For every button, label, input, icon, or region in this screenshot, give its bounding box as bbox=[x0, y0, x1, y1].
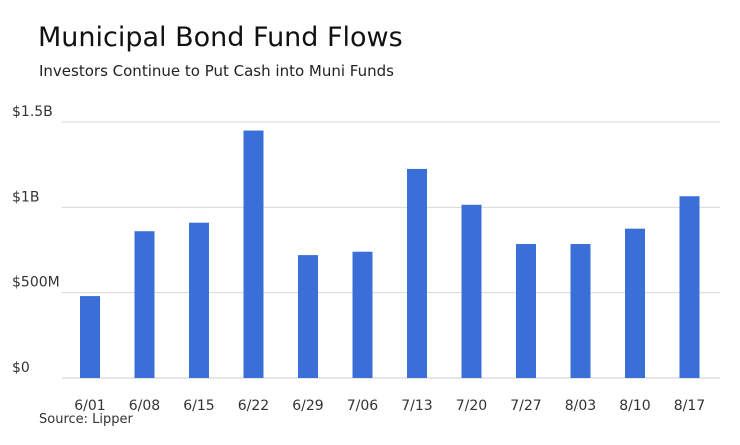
bar bbox=[134, 231, 155, 378]
chart-title: Municipal Bond Fund Flows bbox=[38, 22, 403, 53]
x-tick-label: 7/20 bbox=[456, 398, 487, 414]
bar bbox=[407, 168, 427, 378]
y-axis-ticks: $0 $500M $1B $1.5B bbox=[12, 104, 60, 376]
x-tick-label: 7/13 bbox=[401, 398, 432, 414]
bars bbox=[80, 130, 700, 378]
chart-subtitle: Investors Continue to Put Cash into Muni… bbox=[39, 62, 394, 80]
bar bbox=[352, 251, 373, 378]
bar bbox=[516, 244, 536, 378]
x-tick-label: 6/08 bbox=[129, 398, 160, 414]
gridlines bbox=[62, 121, 720, 379]
bar bbox=[80, 296, 100, 378]
x-tick-label: 6/22 bbox=[238, 398, 269, 414]
y-tick-label: $0 bbox=[12, 360, 30, 376]
y-tick-label: $500M bbox=[12, 275, 60, 291]
x-tick-label: 6/01 bbox=[74, 398, 105, 414]
x-axis-ticks: 6/01 6/08 6/15 6/22 6/29 7/06 7/13 7/20 7/27 8/03… bbox=[74, 398, 705, 414]
y-tick-label: $1.5B bbox=[12, 104, 53, 120]
x-tick-label: 8/03 bbox=[565, 398, 596, 414]
y-tick-label: $1B bbox=[12, 189, 39, 205]
bar bbox=[679, 196, 700, 378]
bar bbox=[625, 228, 645, 378]
bar bbox=[570, 244, 591, 378]
source-note: Source: Lipper bbox=[39, 412, 133, 427]
x-tick-label: 8/10 bbox=[619, 398, 650, 414]
bar bbox=[461, 204, 482, 378]
x-tick-label: 6/29 bbox=[292, 398, 323, 414]
bar bbox=[298, 255, 318, 378]
x-tick-label: 7/27 bbox=[510, 398, 541, 414]
bar bbox=[243, 130, 264, 378]
x-tick-label: 8/17 bbox=[674, 398, 705, 414]
x-tick-label: 7/06 bbox=[347, 398, 379, 414]
bar bbox=[189, 222, 209, 378]
x-tick-label: 6/15 bbox=[183, 398, 214, 414]
